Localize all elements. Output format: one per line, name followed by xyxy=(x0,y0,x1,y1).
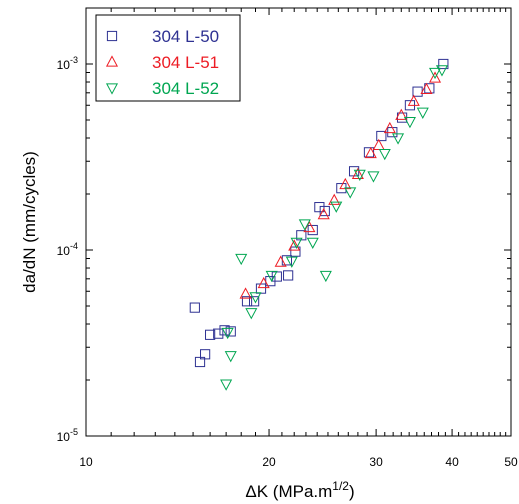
x-tick-label: 50 xyxy=(504,455,518,469)
data-point xyxy=(314,202,325,213)
data-point xyxy=(220,379,233,391)
data-point xyxy=(306,237,319,249)
x-axis-title-exponent: 1/2 xyxy=(332,479,349,493)
data-point xyxy=(372,138,385,151)
legend: 304 L-50 304 L-51 304 L-52 xyxy=(95,14,241,102)
data-point xyxy=(239,287,252,299)
data-point xyxy=(224,351,237,363)
data-point xyxy=(205,329,216,340)
data-point xyxy=(248,296,260,307)
data-point xyxy=(221,327,234,340)
x-axis-title-end: ) xyxy=(349,482,355,501)
data-point xyxy=(428,71,442,83)
data-point xyxy=(241,296,253,307)
y-tick-label: 10-5 xyxy=(57,427,78,444)
data-point xyxy=(416,107,429,119)
data-point xyxy=(351,167,364,179)
data-point xyxy=(200,349,211,360)
data-point xyxy=(330,201,343,213)
data-point xyxy=(219,325,230,336)
data-point xyxy=(235,253,248,266)
data-point xyxy=(298,219,311,231)
data-point xyxy=(383,121,396,134)
data-point xyxy=(412,86,423,97)
data-point xyxy=(255,283,267,294)
data-point xyxy=(344,187,357,199)
data-point xyxy=(249,292,262,304)
x-axis-title: ΔK (MPa.m1/2) xyxy=(245,479,354,501)
x-axis-title-main: ΔK (MPa.m xyxy=(245,482,332,501)
legend-label: 304 L-50 xyxy=(152,27,219,46)
data-point xyxy=(288,239,301,251)
legend-marker xyxy=(105,55,119,67)
data-point xyxy=(225,326,236,337)
data-point xyxy=(376,130,387,142)
data-point xyxy=(290,246,301,257)
data-point xyxy=(285,256,298,268)
x-tick-label: 10 xyxy=(79,455,93,469)
data-point xyxy=(265,270,278,283)
series-2 xyxy=(239,71,442,299)
data-points xyxy=(189,58,449,391)
y-axis-title: da/dN (mm/cycles) xyxy=(20,151,39,293)
data-point xyxy=(319,270,332,283)
legend-marker xyxy=(105,83,119,95)
y-tick-label: 10-3 xyxy=(57,55,78,72)
data-point xyxy=(245,308,258,320)
data-point xyxy=(424,83,435,94)
data-point xyxy=(213,328,224,339)
data-point xyxy=(189,302,200,313)
plot-frame xyxy=(85,7,512,437)
data-point xyxy=(353,169,366,182)
data-point xyxy=(395,108,408,120)
legend-marker xyxy=(106,30,118,42)
data-point xyxy=(364,146,377,159)
data-point xyxy=(257,276,270,289)
legend-box xyxy=(95,14,241,102)
x-tick-label: 40 xyxy=(445,455,459,469)
data-point xyxy=(328,193,341,205)
data-point xyxy=(367,171,380,183)
tick-labels: 10 20 30 40 50 10-5 10-4 10-3 xyxy=(57,55,518,469)
data-point xyxy=(317,207,330,220)
data-point xyxy=(403,117,416,129)
data-point xyxy=(307,224,318,236)
data-point xyxy=(392,133,405,145)
data-point xyxy=(290,237,303,249)
data-point xyxy=(420,82,433,95)
data-point xyxy=(428,67,442,80)
data-point xyxy=(435,65,449,77)
data-point xyxy=(283,270,294,281)
data-point xyxy=(274,255,287,267)
data-point xyxy=(319,205,330,217)
y-tick-label: 10-4 xyxy=(57,241,78,258)
legend-label: 304 L-51 xyxy=(152,53,219,72)
x-tick-label: 30 xyxy=(369,455,383,469)
data-point xyxy=(438,58,449,70)
data-point xyxy=(378,148,391,161)
legend-label: 304 L-52 xyxy=(152,79,219,98)
axis-ticks xyxy=(86,7,511,437)
x-tick-label: 20 xyxy=(262,455,276,469)
data-point xyxy=(407,94,420,106)
series-3 xyxy=(220,65,449,391)
